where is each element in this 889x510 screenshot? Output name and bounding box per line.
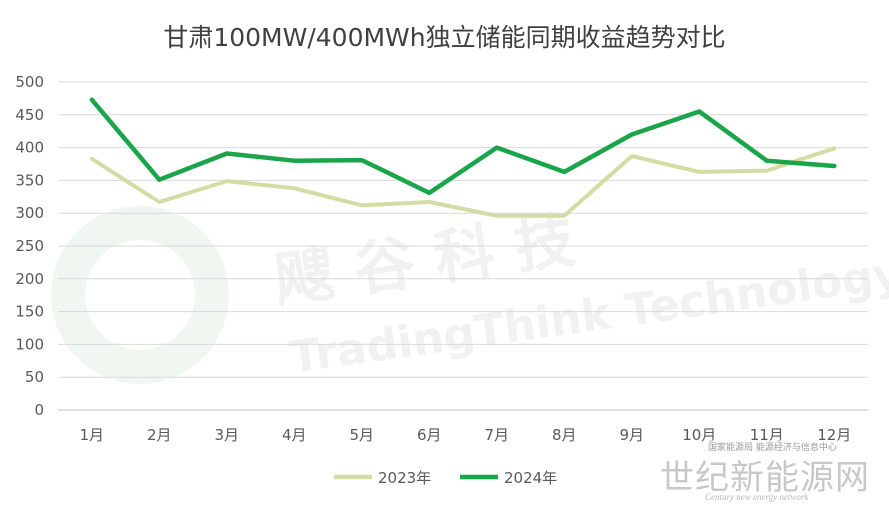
y-tick-label: 500 (15, 73, 44, 91)
series-line-2023年 (89, 146, 837, 218)
y-tick-label: 300 (15, 204, 44, 222)
x-tick-label: 2月 (147, 426, 172, 444)
y-tick-label: 250 (15, 237, 44, 255)
x-tick-label: 1月 (79, 426, 104, 444)
x-tick-label: 11月 (750, 426, 784, 444)
x-tick-label: 10月 (682, 426, 716, 444)
x-tick-label: 6月 (417, 426, 442, 444)
series-lines (89, 97, 837, 218)
x-tick-label: 4月 (282, 426, 307, 444)
legend-label: 2023年 (378, 469, 431, 487)
chart-title: 甘肃100MW/400MWh独立储能同期收益趋势对比 (163, 23, 726, 52)
legend-label: 2024年 (504, 469, 557, 487)
y-axis-ticks: 0 50 100 150 200 250 300 350 400 450 500 (15, 73, 44, 419)
x-axis-ticks: 1月 2月 3月 4月 5月 6月 7月 8月 9月 10月 11月 12月 (79, 426, 851, 444)
x-tick-label: 12月 (817, 426, 851, 444)
grid-lines (58, 81, 868, 411)
legend: 2023年 2024年 (334, 469, 557, 487)
watermark-brand-logo: 世纪新能源网 (660, 458, 870, 498)
y-tick-label: 0 (34, 401, 44, 419)
y-tick-label: 200 (15, 270, 44, 288)
x-tick-label: 5月 (349, 426, 374, 444)
y-tick-label: 100 (15, 335, 44, 353)
x-tick-label: 8月 (552, 426, 577, 444)
y-tick-label: 150 (15, 303, 44, 321)
y-tick-label: 50 (25, 368, 44, 386)
y-tick-label: 450 (15, 106, 44, 124)
series-line-2024年 (89, 97, 837, 196)
background-watermark: 飕 谷 科 技 TradingThink Technology (51, 205, 889, 384)
x-tick-label: 3月 (214, 426, 239, 444)
y-tick-label: 400 (15, 139, 44, 157)
x-tick-label: 9月 (619, 426, 644, 444)
watermark-brand-tag: 国家能源局 能源经济与信息中心 (706, 440, 839, 453)
y-tick-label: 350 (15, 171, 44, 189)
watermark-brand-subtitle: Century new energy network (705, 492, 809, 502)
x-tick-label: 7月 (484, 426, 509, 444)
